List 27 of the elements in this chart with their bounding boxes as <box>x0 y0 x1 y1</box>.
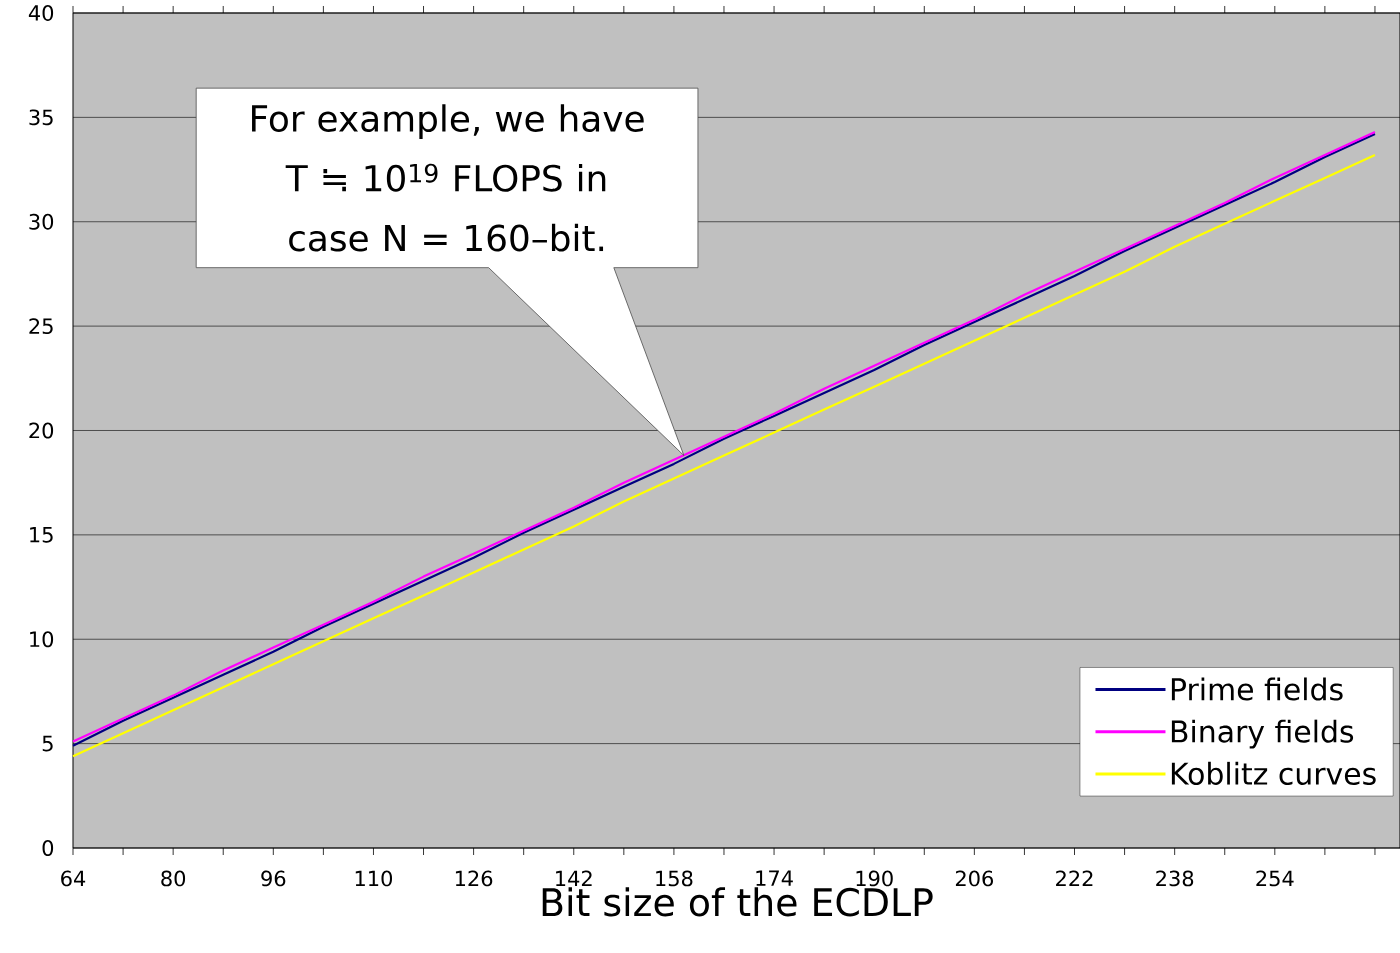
x-tick-label: 254 <box>1256 870 1294 887</box>
x-tick-label: 126 <box>455 870 493 887</box>
x-tick-label: 174 <box>756 870 793 886</box>
x-tick-label: 206 <box>955 870 993 887</box>
y-tick-label: 25 <box>29 318 53 335</box>
x-tick-label: 238 <box>1156 870 1194 887</box>
y-tick-label: 35 <box>29 109 53 126</box>
x-tick-label: 190 <box>856 870 893 887</box>
annotation: For example, we have T ≒ 10$^{19}$ FLOPS in case N = 160–bit. <box>252 104 644 252</box>
x-tick-label: 96 <box>261 870 286 887</box>
legend-label: Koblitz curves <box>1171 761 1376 785</box>
x-tick-label: 222 <box>1056 870 1093 887</box>
x-axis-title: Bit size of the ECDLP <box>542 887 933 917</box>
y-tick-label: 30 <box>29 213 54 230</box>
x-tick-label: 142 <box>556 870 592 887</box>
y-tick-label: 40 <box>28 5 54 21</box>
x-tick-label: 110 <box>355 870 393 887</box>
y-tick-label: 0 <box>42 840 54 856</box>
y-tick-label: 15 <box>30 527 53 543</box>
x-tick-label: 158 <box>656 870 693 887</box>
x-tick-label: 80 <box>161 870 186 887</box>
y-tick-label: 5 <box>42 735 53 752</box>
legend-label: Binary fields <box>1171 719 1354 749</box>
x-tick-label: 64 <box>61 870 86 887</box>
y-tick-label: 20 <box>29 422 54 439</box>
legend-label: Prime fields <box>1171 677 1343 701</box>
y-tick-label: 10 <box>30 631 54 648</box>
